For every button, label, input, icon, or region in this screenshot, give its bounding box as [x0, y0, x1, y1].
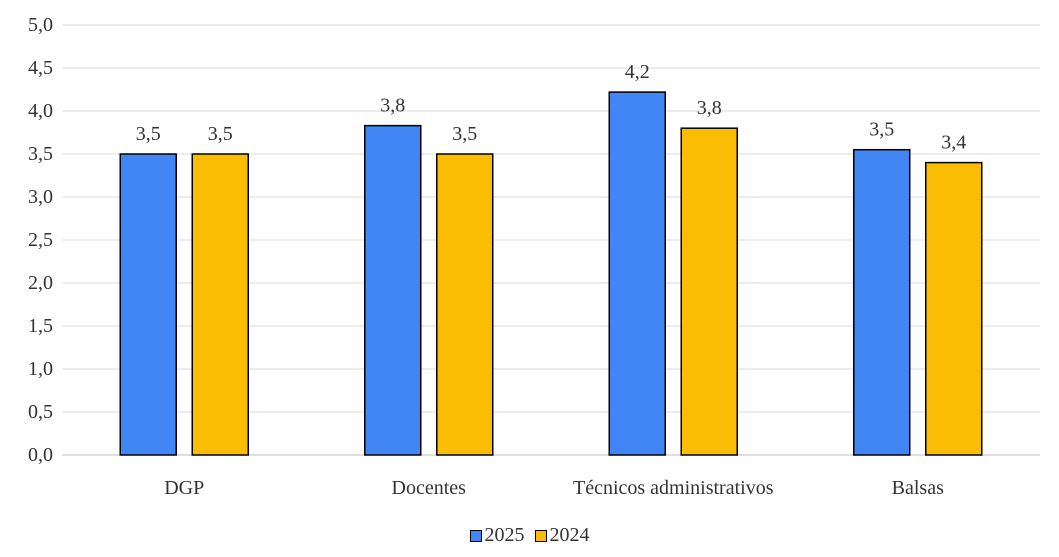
legend-label-2025: 2025 — [484, 524, 525, 546]
bar-2025 — [364, 124, 422, 456]
y-tick-label: 1,0 — [28, 358, 53, 380]
data-label-2024: 3,5 — [208, 123, 233, 145]
data-label-2024: 3,5 — [452, 123, 477, 145]
data-label-2024: 3,4 — [941, 132, 966, 154]
y-tick-label: 4,5 — [28, 57, 53, 79]
x-category-label: Balsas — [892, 477, 944, 499]
legend: 2025 2024 — [0, 524, 1059, 547]
legend-swatch-2025 — [469, 529, 482, 542]
data-label-2025: 3,5 — [136, 123, 161, 145]
y-tick-label: 3,5 — [28, 143, 53, 165]
x-category-label: Docentes — [392, 477, 467, 499]
x-category-label: DGP — [164, 477, 204, 499]
bar-2024 — [436, 153, 494, 456]
y-tick-label: 2,5 — [28, 229, 53, 251]
y-tick-label: 1,5 — [28, 315, 53, 337]
y-tick-label: 5,0 — [28, 14, 53, 36]
y-tick-label: 0,0 — [28, 444, 53, 466]
y-tick-label: 0,5 — [28, 401, 53, 423]
x-category-label: Técnicos administrativos — [573, 477, 774, 499]
data-label-2025: 3,5 — [869, 119, 894, 141]
bar-2025 — [119, 153, 177, 456]
data-label-2024: 3,8 — [697, 97, 722, 119]
legend-item-2025: 2025 — [469, 524, 525, 547]
legend-item-2024: 2024 — [534, 524, 590, 547]
data-label-2025: 3,8 — [380, 95, 405, 117]
legend-swatch-2024 — [534, 529, 547, 542]
bar-2024 — [680, 127, 738, 456]
y-tick-label: 2,0 — [28, 272, 53, 294]
data-label-2025: 4,2 — [625, 61, 650, 83]
bar-2024 — [191, 153, 249, 456]
bar-2024 — [925, 161, 983, 456]
y-tick-label: 3,0 — [28, 186, 53, 208]
y-tick-label: 4,0 — [28, 100, 53, 122]
legend-label-2024: 2024 — [549, 524, 590, 546]
bar-2025 — [608, 91, 666, 456]
bar-2025 — [853, 148, 911, 456]
